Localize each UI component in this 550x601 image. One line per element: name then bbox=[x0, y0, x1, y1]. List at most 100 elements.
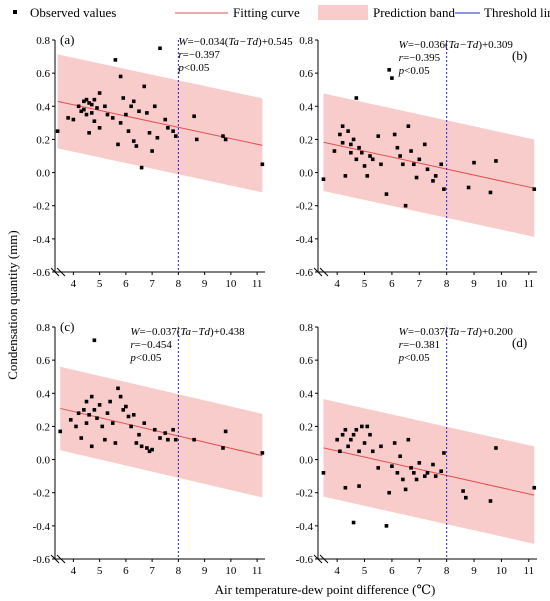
data-point bbox=[401, 162, 405, 167]
data-point bbox=[100, 424, 105, 429]
equation-w: W bbox=[399, 326, 409, 338]
data-point bbox=[163, 117, 168, 122]
data-point bbox=[145, 111, 149, 115]
data-point bbox=[357, 145, 361, 150]
data-point bbox=[346, 444, 350, 449]
data-point bbox=[406, 437, 411, 442]
equation-r: r=−0.397 bbox=[178, 49, 220, 61]
chart-panel-2: -0.6 -0.4 -0.2 0.0 0.2 0.4 0.6 0.8 4 5 6 7 8 9 10 11 (b)… bbox=[296, 35, 537, 290]
data-point bbox=[71, 117, 76, 122]
data-point bbox=[387, 490, 391, 495]
x-tick-label: 5 bbox=[362, 565, 368, 577]
data-point bbox=[79, 436, 84, 440]
equation-prefix: =−0.034( bbox=[188, 36, 229, 48]
y-tick-label: -0.4 bbox=[33, 521, 51, 533]
axis-break-mark bbox=[50, 267, 60, 277]
data-point bbox=[376, 466, 381, 470]
legend: Observed values Fitting curve Prediction… bbox=[13, 5, 550, 20]
data-point bbox=[395, 471, 400, 475]
legend-threshold-label: Threshold line bbox=[484, 5, 550, 20]
data-point bbox=[362, 441, 367, 445]
y-tick-label: -0.2 bbox=[33, 488, 50, 500]
equation-line: W=−0.034(Ta−Td)+0.545 bbox=[178, 36, 293, 48]
data-point bbox=[409, 466, 413, 470]
x-tick-label: 6 bbox=[389, 565, 395, 577]
data-point bbox=[442, 451, 446, 455]
data-point bbox=[124, 112, 128, 117]
data-point bbox=[194, 137, 199, 142]
panels: -0.6 -0.4 -0.2 0.0 0.2 0.4 0.6 0.8 4 5 6 7 8 9 10 11 (a)… bbox=[33, 32, 537, 577]
equation-line: W=−0.037(Ta−Td)+0.200 bbox=[399, 326, 514, 338]
equation-p-value: <0.05 bbox=[404, 65, 430, 77]
data-point bbox=[488, 190, 493, 195]
x-tick-label: 4 bbox=[334, 565, 340, 577]
data-point bbox=[118, 394, 123, 399]
data-point bbox=[152, 104, 157, 109]
x-tick-label: 10 bbox=[225, 278, 237, 290]
data-point bbox=[472, 160, 476, 165]
y-tick-label: -0.6 bbox=[33, 267, 51, 279]
data-point bbox=[118, 121, 123, 125]
equation-r-value: =−0.381 bbox=[403, 339, 440, 351]
data-point bbox=[354, 427, 359, 432]
y-tick-label: -0.4 bbox=[296, 521, 314, 533]
equation-r-value: =−0.454 bbox=[135, 339, 173, 351]
equation-r: r=−0.395 bbox=[399, 52, 441, 64]
y-tick-label: 0.6 bbox=[299, 68, 313, 80]
data-point bbox=[89, 102, 94, 107]
data-point bbox=[395, 145, 400, 150]
equation-p-value: <0.05 bbox=[184, 62, 210, 74]
y-tick-label: 0.0 bbox=[299, 455, 313, 467]
data-point bbox=[55, 129, 60, 133]
data-point bbox=[137, 432, 141, 437]
y-tick-label: -0.2 bbox=[296, 201, 313, 213]
data-point bbox=[365, 424, 370, 429]
x-tick-label: 8 bbox=[444, 565, 450, 577]
data-point bbox=[116, 386, 120, 391]
data-point bbox=[108, 399, 112, 404]
data-point bbox=[134, 144, 139, 148]
equation-suffix: )+0.545 bbox=[258, 36, 293, 48]
data-point bbox=[390, 76, 394, 80]
data-point bbox=[82, 99, 86, 104]
data-point bbox=[126, 129, 131, 133]
y-tick-label: 0.6 bbox=[36, 355, 50, 367]
x-tick-label: 4 bbox=[71, 278, 77, 290]
data-point bbox=[134, 441, 139, 445]
data-point bbox=[129, 104, 133, 109]
y-tick-label: -0.2 bbox=[33, 201, 50, 213]
data-point bbox=[84, 399, 89, 404]
data-point bbox=[221, 134, 225, 138]
x-tick-label: 9 bbox=[202, 278, 208, 290]
data-point bbox=[340, 140, 345, 145]
data-point bbox=[321, 471, 326, 475]
data-point bbox=[343, 485, 348, 490]
panel-label: (c) bbox=[60, 319, 74, 334]
y-tick-label: -0.2 bbox=[296, 488, 313, 500]
equation-r-symbol: r bbox=[399, 339, 404, 351]
data-point bbox=[412, 471, 416, 475]
data-point bbox=[192, 114, 196, 119]
data-point bbox=[357, 449, 361, 454]
fit-line bbox=[57, 100, 263, 146]
data-point bbox=[387, 68, 391, 72]
x-tick-label: 7 bbox=[417, 565, 423, 577]
y-tick-label: -0.6 bbox=[296, 267, 314, 279]
data-point bbox=[158, 436, 162, 440]
data-point bbox=[260, 162, 265, 167]
data-point bbox=[142, 84, 147, 89]
data-point bbox=[147, 131, 152, 135]
equation-p-symbol: p bbox=[398, 352, 405, 364]
y-tick-label: 0.4 bbox=[299, 388, 313, 400]
equation-r-value: =−0.397 bbox=[183, 49, 221, 61]
data-point bbox=[87, 131, 91, 135]
data-point bbox=[92, 338, 97, 343]
panel-label: (d) bbox=[512, 335, 527, 350]
equation-line: W=−0.036(Ta−Td)+0.309 bbox=[399, 39, 514, 51]
x-tick-label: 11 bbox=[252, 278, 263, 290]
data-point bbox=[357, 484, 361, 488]
data-point bbox=[82, 107, 86, 112]
data-point bbox=[384, 192, 389, 196]
data-point bbox=[414, 175, 419, 180]
x-tick-label: 11 bbox=[523, 565, 534, 577]
